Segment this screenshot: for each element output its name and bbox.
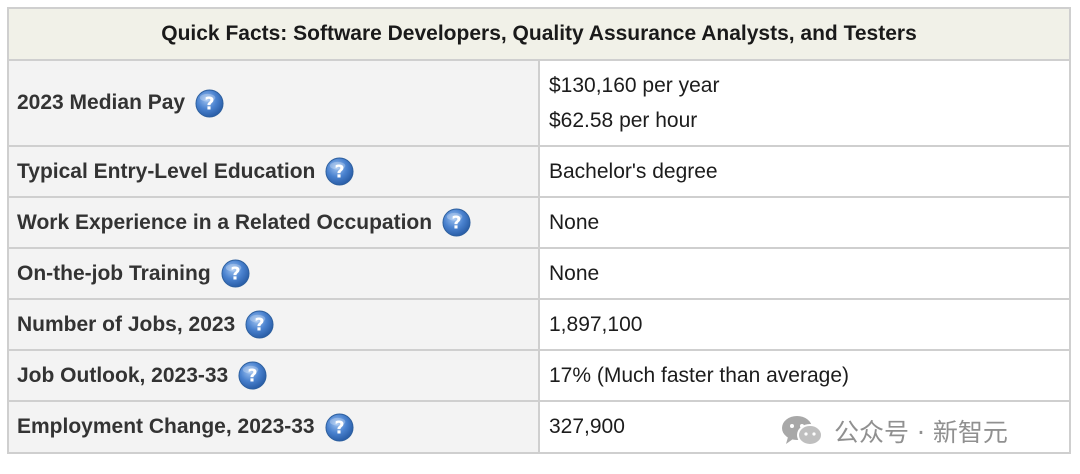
row-label-cell: 2023 Median Pay (7, 59, 540, 147)
table-row: Work Experience in a Related Occupation … (7, 196, 1071, 249)
help-icon[interactable] (245, 310, 274, 339)
row-value: $62.58 per hour (549, 109, 698, 132)
row-label: Job Outlook, 2023-33 (17, 363, 229, 387)
row-value: 1,897,100 (538, 298, 1071, 351)
table-row: 2023 Median Pay $130,160 per year $62.58… (7, 59, 1071, 147)
title-row: Quick Facts: Software Developers, Qualit… (7, 7, 1071, 61)
wechat-icon (782, 416, 823, 446)
watermark-text: 公众号 · 新智元 (834, 418, 1008, 447)
row-label-cell: Work Experience in a Related Occupation (7, 196, 540, 249)
row-label-cell: Number of Jobs, 2023 (7, 298, 540, 351)
table-row: On-the-job Training None (7, 247, 1071, 300)
table-row: Typical Entry-Level Education Bachelor's… (7, 145, 1071, 198)
help-icon[interactable] (325, 157, 354, 186)
row-value: $130,160 per year (549, 74, 720, 97)
help-icon[interactable] (442, 208, 471, 237)
row-label: Number of Jobs, 2023 (17, 312, 236, 336)
table-row: Number of Jobs, 2023 1,897,100 (7, 298, 1071, 351)
row-label-cell: Typical Entry-Level Education (7, 145, 540, 198)
row-label-cell: On-the-job Training (7, 247, 540, 300)
row-label: Employment Change, 2023-33 (17, 415, 315, 438)
row-value: 17% (Much faster than average) (538, 349, 1071, 402)
table-row: Employment Change, 2023-33 327,900 (7, 400, 1071, 454)
help-icon[interactable] (221, 259, 250, 288)
watermark: 公众号 · 新智元 (780, 413, 1008, 449)
row-label: On-the-job Training (17, 261, 211, 285)
help-icon[interactable] (325, 412, 354, 442)
row-value: Bachelor's degree (538, 145, 1071, 198)
row-label: 2023 Median Pay (17, 91, 186, 114)
table-title: Quick Facts: Software Developers, Qualit… (7, 7, 1071, 61)
row-value: None (538, 247, 1071, 300)
row-label: Work Experience in a Related Occupation (17, 210, 433, 234)
row-label-cell: Job Outlook, 2023-33 (7, 349, 540, 402)
quick-facts-table: Quick Facts: Software Developers, Qualit… (7, 7, 1071, 454)
row-label-cell: Employment Change, 2023-33 (7, 400, 540, 454)
help-icon[interactable] (238, 361, 267, 390)
row-label: Typical Entry-Level Education (17, 159, 316, 183)
table-row: Job Outlook, 2023-33 17% (Much faster th… (7, 349, 1071, 402)
row-value-cell: $130,160 per year $62.58 per hour (538, 59, 1071, 147)
help-icon[interactable] (195, 88, 224, 118)
row-value: None (538, 196, 1071, 249)
